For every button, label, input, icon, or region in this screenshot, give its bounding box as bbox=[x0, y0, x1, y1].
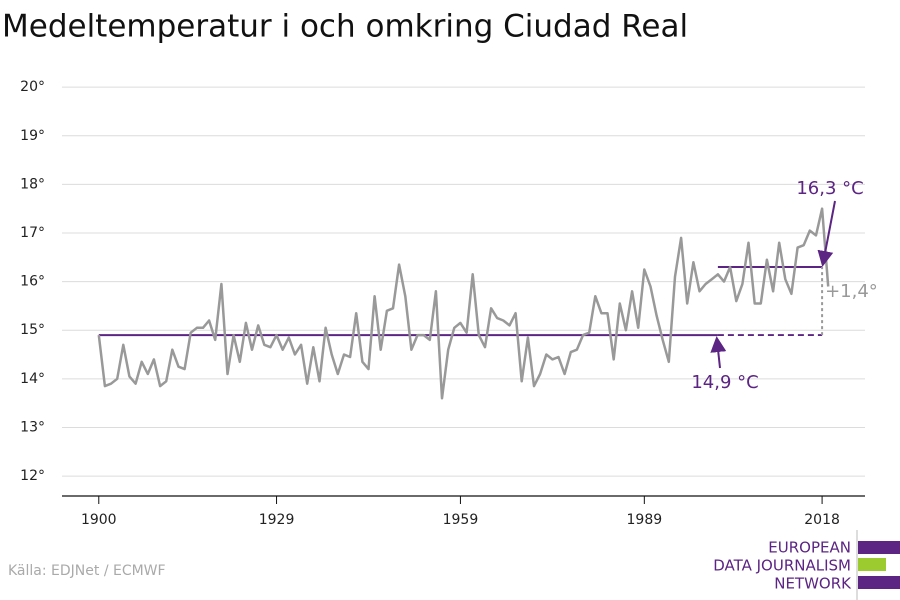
annotation: 16,3 °C bbox=[796, 178, 863, 199]
logo-text: NETWORK bbox=[774, 575, 852, 593]
source: Källa: EDJNet / ECMWF bbox=[8, 563, 166, 579]
data-line bbox=[97, 207, 830, 400]
y-tick-label: 14° bbox=[20, 371, 45, 387]
logo-bar bbox=[858, 558, 886, 571]
x-tick-label: 1900 bbox=[81, 512, 117, 528]
x-tick-label: 1989 bbox=[627, 512, 663, 528]
y-tick-label: 19° bbox=[20, 128, 45, 144]
y-tick-label: 15° bbox=[20, 322, 45, 338]
annotation: +1,4° bbox=[825, 281, 878, 302]
chart-title: Medeltemperatur i och omkring Ciudad Rea… bbox=[2, 9, 688, 45]
logo-text: DATA JOURNALISM bbox=[713, 557, 851, 575]
x-tick-label: 2018 bbox=[804, 512, 840, 528]
logo-text: EUROPEAN bbox=[768, 539, 851, 557]
y-tick-label: 13° bbox=[20, 419, 45, 435]
annotation-arrow bbox=[817, 200, 836, 267]
y-tick-label: 17° bbox=[20, 225, 45, 241]
y-tick-label: 18° bbox=[20, 176, 45, 192]
y-tick-label: 20° bbox=[20, 79, 45, 95]
x-tick-label: 1959 bbox=[443, 512, 479, 528]
annotation: 14,9 °C bbox=[691, 372, 758, 393]
x-tick-label: 1929 bbox=[259, 512, 295, 528]
logo-bar bbox=[858, 576, 900, 589]
logo: EUROPEAN DATA JOURNALISM NETWORK bbox=[713, 530, 900, 600]
logo-bar bbox=[858, 541, 900, 554]
annotation-arrow bbox=[710, 336, 727, 369]
y-tick-label: 12° bbox=[20, 468, 45, 484]
y-tick-label: 16° bbox=[20, 274, 45, 290]
